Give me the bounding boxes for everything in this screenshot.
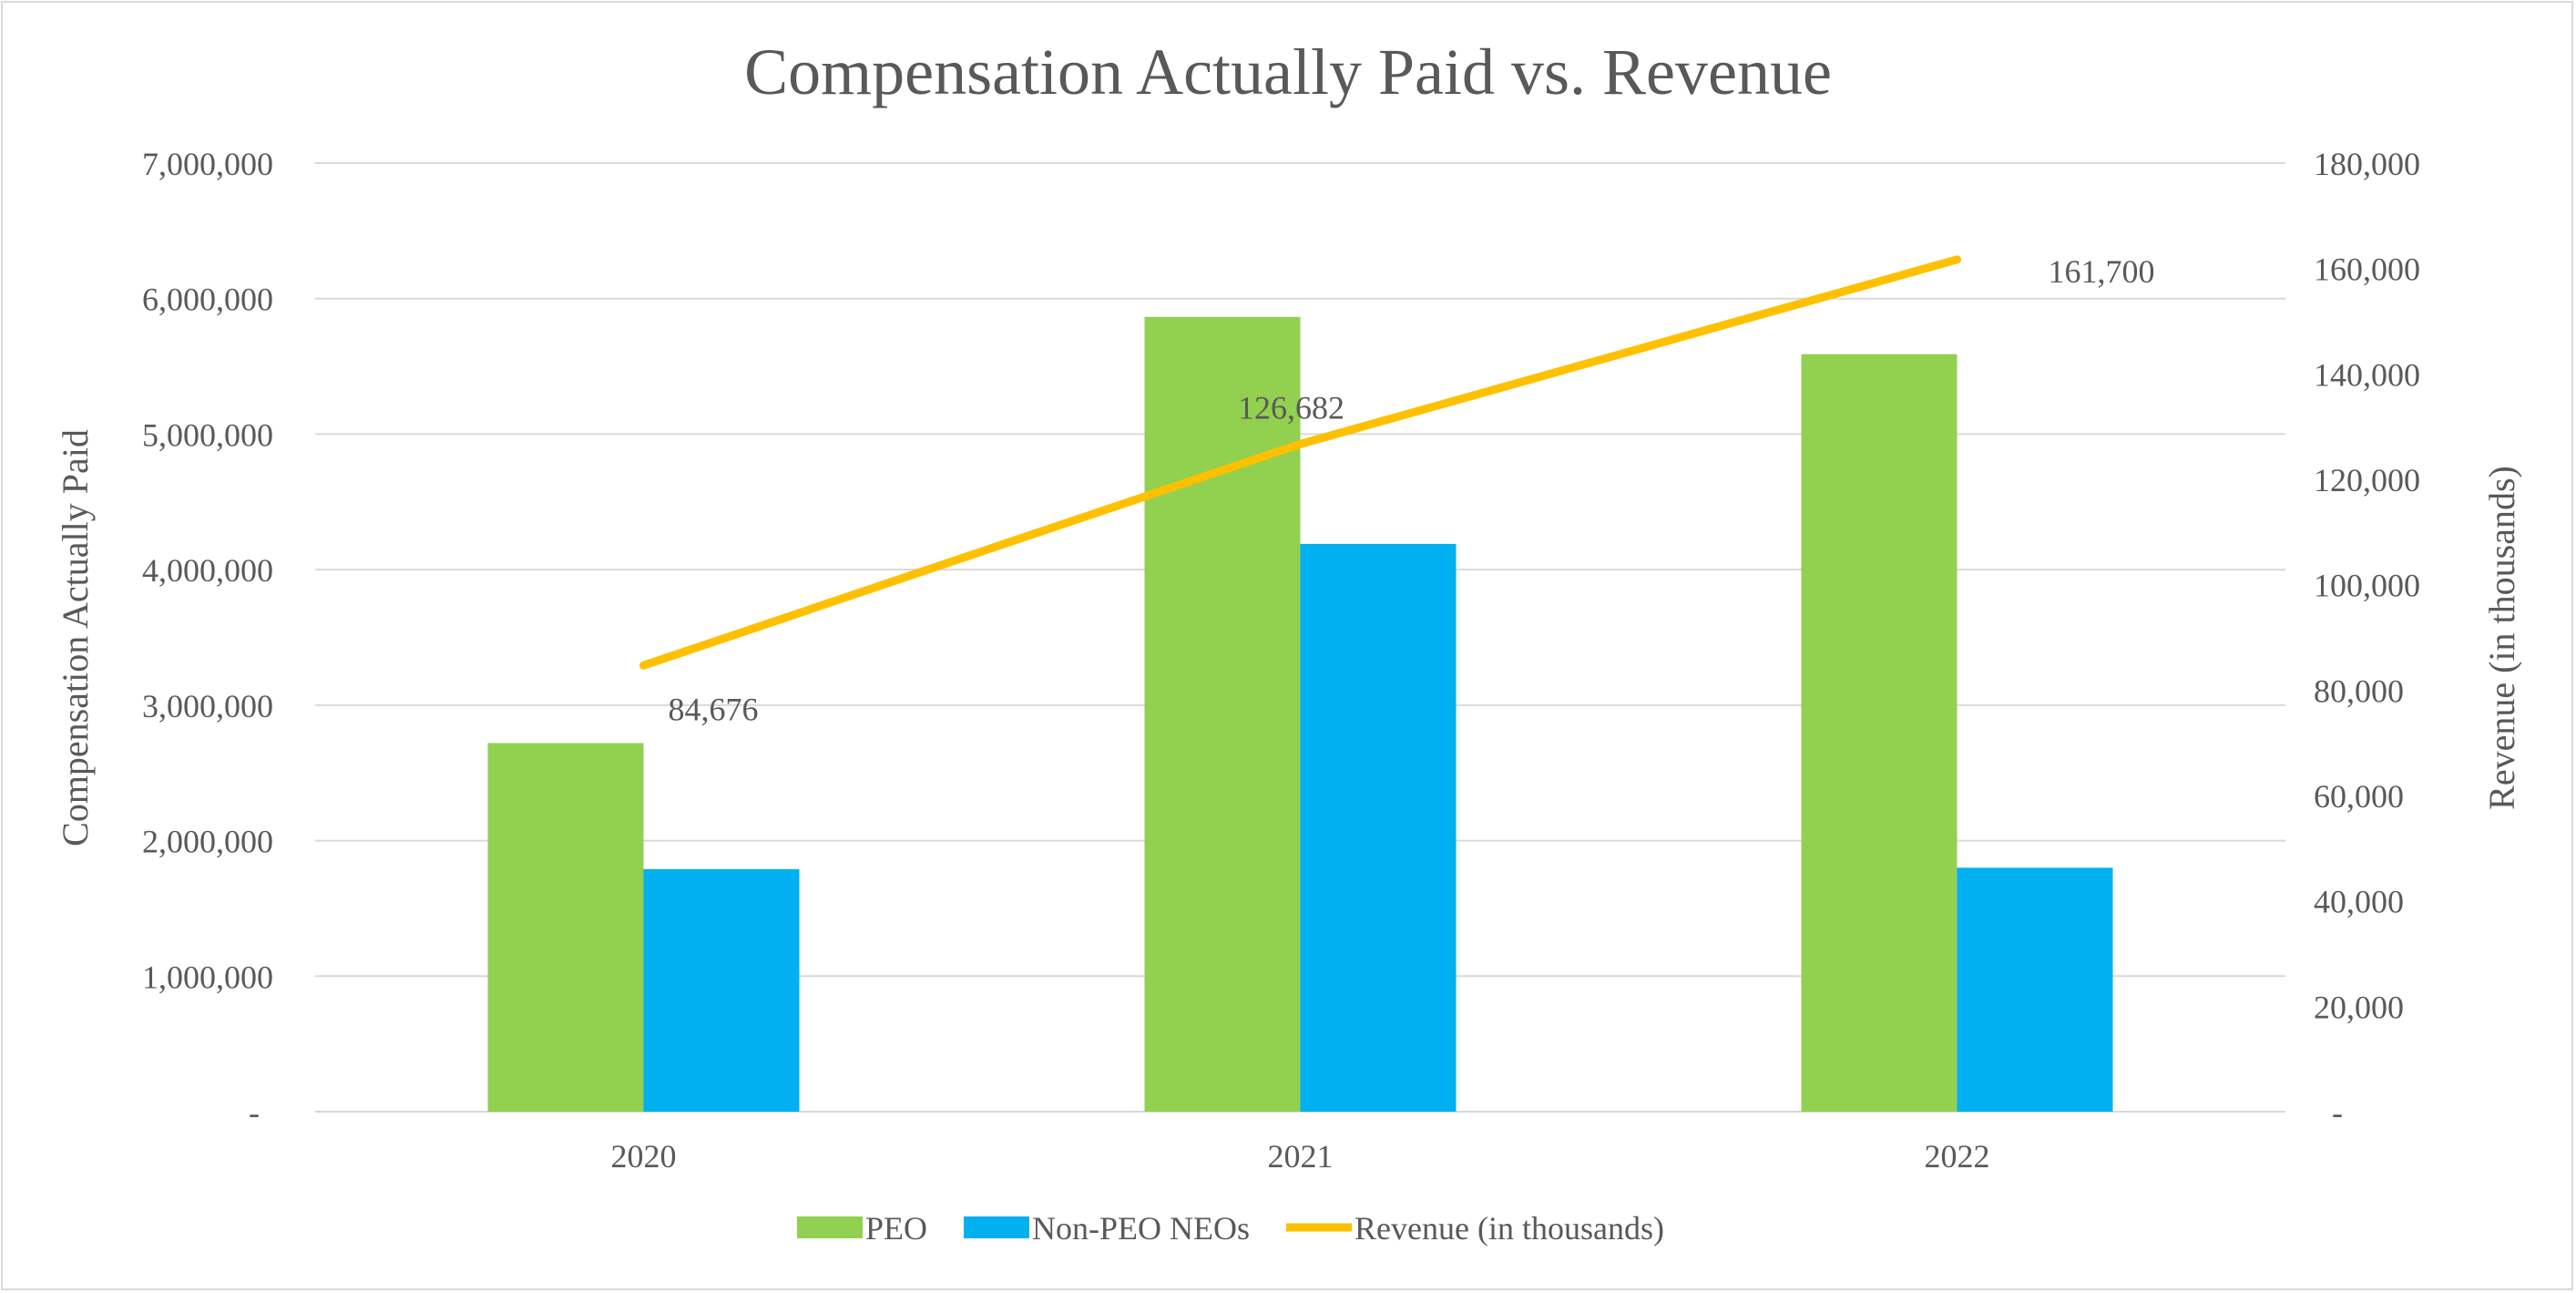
x-tick-label: 2020 xyxy=(611,1138,677,1175)
y-axis-label: Compensation Actually Paid xyxy=(55,429,96,847)
legend-label-peo: PEO xyxy=(865,1210,927,1247)
y-tick-label: 5,000,000 xyxy=(142,416,273,453)
legend-swatch-peo xyxy=(797,1216,863,1238)
legend-label-non-peo-neos: Non-PEO NEOs xyxy=(1032,1210,1250,1247)
y-tick-label: 3,000,000 xyxy=(142,688,273,724)
x-tick-label: 2021 xyxy=(1268,1138,1334,1175)
y2-tick-label: 100,000 xyxy=(2314,568,2420,604)
legend-label-revenue-in-thousands-: Revenue (in thousands) xyxy=(1354,1210,1664,1247)
chart-title: Compensation Actually Paid vs. Revenue xyxy=(744,36,1832,108)
bar-non-peo-neos-2022 xyxy=(1957,867,2113,1112)
revenue-data-label: 126,682 xyxy=(1238,389,1344,426)
y-tick-label: 7,000,000 xyxy=(142,146,273,182)
y-tick-label: 4,000,000 xyxy=(142,552,273,589)
y-tick-label: 6,000,000 xyxy=(142,282,273,318)
y2-tick-label: 40,000 xyxy=(2314,884,2404,920)
y2-tick-label: - xyxy=(2332,1094,2343,1131)
y2-tick-label: 80,000 xyxy=(2314,672,2404,709)
y-tick-label: 1,000,000 xyxy=(142,959,273,995)
revenue-line xyxy=(639,255,1961,670)
x-tick-label: 2022 xyxy=(1925,1138,1990,1175)
bar-peo-2020 xyxy=(487,743,644,1112)
y-tick-label: 2,000,000 xyxy=(142,824,273,860)
bar-peo-2021 xyxy=(1144,316,1301,1112)
bar-non-peo-neos-2020 xyxy=(643,868,800,1112)
revenue-data-label: 161,700 xyxy=(2049,253,2155,290)
y2-tick-label: 140,000 xyxy=(2314,356,2420,393)
y2-axis-label: Revenue (in thousands) xyxy=(2481,466,2522,810)
bar-peo-2022 xyxy=(1801,354,1958,1112)
legend-swatch-non-peo-neos xyxy=(964,1216,1030,1238)
y2-tick-label: 160,000 xyxy=(2314,251,2420,288)
y2-tick-label: 120,000 xyxy=(2314,462,2420,498)
y2-tick-label: 20,000 xyxy=(2314,989,2404,1025)
revenue-data-label: 84,676 xyxy=(669,691,759,727)
bar-non-peo-neos-2021 xyxy=(1300,543,1457,1112)
y2-tick-label: 180,000 xyxy=(2314,146,2420,182)
y-tick-label: - xyxy=(249,1094,260,1131)
y2-tick-label: 60,000 xyxy=(2314,778,2404,815)
